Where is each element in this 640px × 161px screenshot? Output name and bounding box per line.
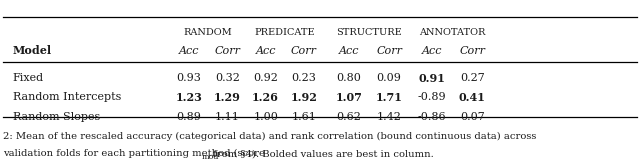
Text: 1.00: 1.00 xyxy=(253,112,278,122)
Text: validation folds for each partitioning method (score: validation folds for each partitioning m… xyxy=(3,149,265,158)
Text: 0.41: 0.41 xyxy=(459,92,486,103)
Text: mod: mod xyxy=(201,153,219,161)
Text: 0.80: 0.80 xyxy=(337,73,361,83)
Text: 1.07: 1.07 xyxy=(335,92,362,103)
Text: 1.26: 1.26 xyxy=(252,92,279,103)
Text: 2: Mean of the rescaled accuracy (categorical data) and rank correlation (bound : 2: Mean of the rescaled accuracy (catego… xyxy=(3,132,536,141)
Text: Corr: Corr xyxy=(460,46,485,56)
Text: STRUCTURE: STRUCTURE xyxy=(336,28,401,37)
Text: Acc: Acc xyxy=(179,46,199,56)
Text: 0.92: 0.92 xyxy=(253,73,278,83)
Text: 0.23: 0.23 xyxy=(292,73,316,83)
Text: 1.11: 1.11 xyxy=(215,112,239,122)
Text: 0.89: 0.89 xyxy=(177,112,201,122)
Text: 1.29: 1.29 xyxy=(214,92,241,103)
Text: 1.92: 1.92 xyxy=(291,92,317,103)
Text: RANDOM: RANDOM xyxy=(184,28,232,37)
Text: Random Slopes: Random Slopes xyxy=(13,112,100,122)
Text: 0.32: 0.32 xyxy=(215,73,239,83)
Text: 1.23: 1.23 xyxy=(175,92,202,103)
Text: Fixed: Fixed xyxy=(13,73,44,83)
Text: 1.71: 1.71 xyxy=(376,92,403,103)
Text: PREDICATE: PREDICATE xyxy=(255,28,315,37)
Text: 0.91: 0.91 xyxy=(419,73,445,84)
Text: -0.89: -0.89 xyxy=(418,92,446,102)
Text: 0.62: 0.62 xyxy=(337,112,361,122)
Text: Corr: Corr xyxy=(214,46,240,56)
Text: from §4). Bolded values are best in column.: from §4). Bolded values are best in colu… xyxy=(210,149,434,158)
Text: 0.93: 0.93 xyxy=(177,73,201,83)
Text: ANNOTATOR: ANNOTATOR xyxy=(419,28,485,37)
Text: Random Intercepts: Random Intercepts xyxy=(13,92,121,102)
Text: 0.09: 0.09 xyxy=(377,73,401,83)
Text: -0.86: -0.86 xyxy=(418,112,446,122)
Text: 0.27: 0.27 xyxy=(460,73,484,83)
Text: 1.61: 1.61 xyxy=(292,112,316,122)
Text: 0.07: 0.07 xyxy=(460,112,484,122)
Text: Model: Model xyxy=(13,45,52,56)
Text: Corr: Corr xyxy=(291,46,317,56)
Text: 1.42: 1.42 xyxy=(377,112,401,122)
Text: Acc: Acc xyxy=(422,46,442,56)
Text: Acc: Acc xyxy=(339,46,359,56)
Text: Corr: Corr xyxy=(376,46,402,56)
Text: Acc: Acc xyxy=(255,46,276,56)
